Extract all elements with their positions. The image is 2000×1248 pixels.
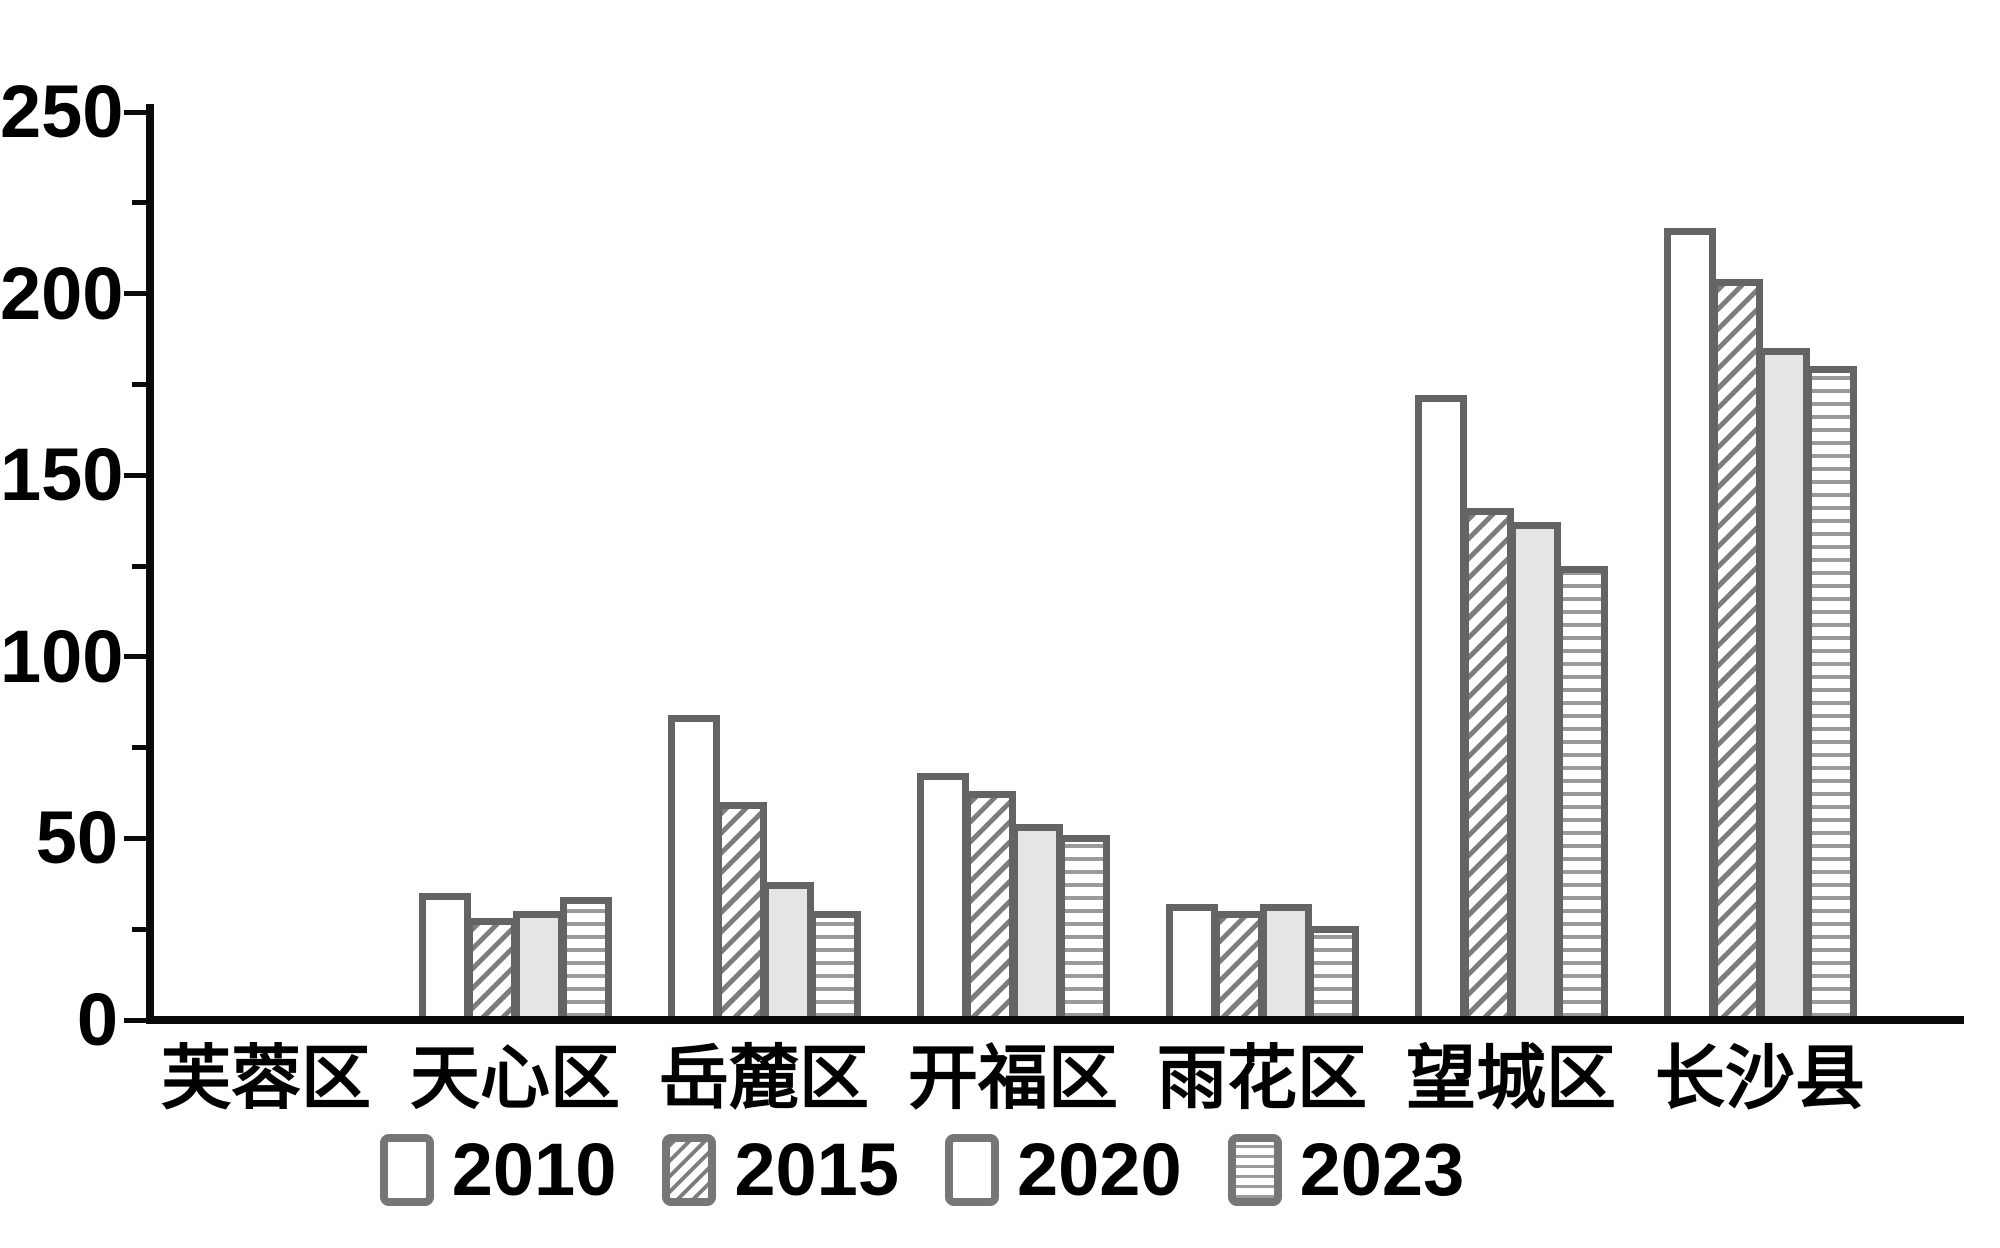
y-minor-tick [132,563,148,569]
y-major-tick [124,835,148,841]
y-tick-label: 0 [76,978,118,1061]
y-major-tick [124,1017,148,1023]
y-minor-tick [132,745,148,751]
bar-2020 [1509,522,1561,1024]
y-tick-label: 100 [0,614,124,698]
bar-2010 [1166,904,1218,1024]
y-major-tick [124,109,148,115]
y-major-tick [124,291,148,297]
bar-2023 [809,911,861,1024]
bar-2015 [1213,911,1265,1024]
bar-2020 [1758,348,1810,1024]
x-category-label: 长沙县 [1655,1039,1865,1117]
legend-label: 2020 [1017,1128,1182,1211]
x-category-label: 望城区 [1406,1039,1616,1117]
legend-item-2010: 2010 [379,1126,617,1214]
bar-2015 [964,791,1016,1024]
legend-item-2023: 2023 [1227,1126,1465,1214]
bar-2020 [1011,824,1063,1024]
x-axis-line [146,1016,1964,1024]
bar-2023 [1058,835,1110,1024]
bar-2015 [1462,508,1514,1024]
bar-2015 [1711,279,1763,1024]
bar-2020 [762,882,814,1024]
bar-2015 [715,802,767,1024]
bar-2023 [1805,366,1857,1024]
legend-swatch-horizontal-stripes [1227,1134,1282,1206]
bar-2015 [466,918,518,1024]
bar-2023 [560,897,612,1024]
y-minor-tick [132,926,148,932]
bar-2010 [1664,228,1716,1024]
legend-label: 2010 [451,1128,617,1211]
x-category-label: 芙蓉区 [161,1039,371,1117]
bar-2010 [917,773,969,1024]
y-major-tick [124,472,148,478]
bar-2023 [1556,566,1608,1024]
y-tick-label: 50 [35,796,118,880]
legend: 2010 2015 2020 2023 [0,1126,1922,1214]
y-tick-label: 150 [0,433,124,517]
y-minor-tick [132,381,148,387]
legend-swatch-solid-white [379,1134,434,1206]
x-category-label: 雨花区 [1157,1039,1367,1117]
legend-item-2020: 2020 [945,1126,1182,1214]
bar-2010 [419,893,471,1024]
x-category-label: 开福区 [908,1039,1118,1117]
bar-2010 [1415,395,1467,1024]
bar-2010 [668,715,720,1024]
legend-item-2015: 2015 [662,1126,899,1214]
y-tick-label: 250 [0,70,124,153]
x-category-label: 岳麓区 [659,1039,869,1117]
x-category-label: 天心区 [410,1039,620,1117]
legend-label: 2023 [1299,1128,1465,1211]
y-major-tick [124,654,148,660]
y-tick-label: 200 [0,251,124,335]
legend-label: 2015 [734,1128,899,1211]
bar-2020 [1260,904,1312,1024]
bar-2020 [513,911,565,1024]
legend-swatch-solid-gray [945,1134,999,1206]
y-minor-tick [132,200,148,206]
y-axis-line [146,104,154,1024]
legend-swatch-diagonal-hatch [662,1134,717,1206]
bar-2023 [1307,926,1359,1024]
